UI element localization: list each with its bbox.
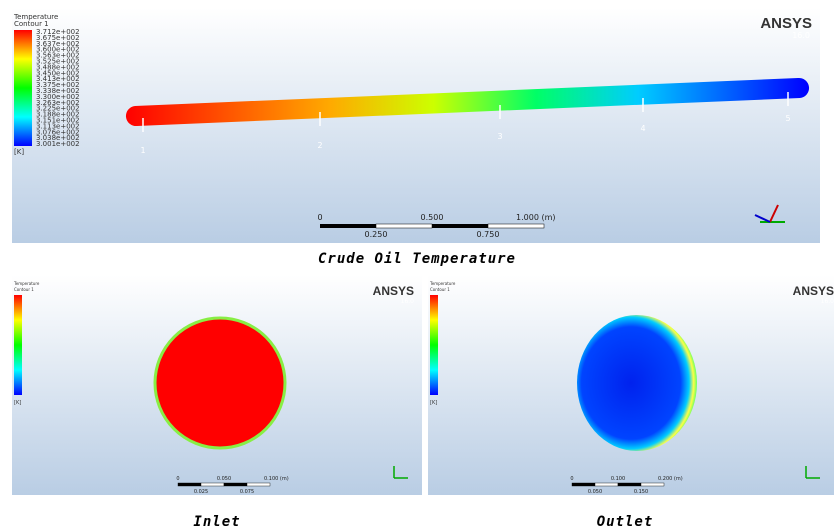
scale-label: 0.100 [611, 476, 625, 482]
scale-segment [572, 483, 595, 486]
legend-subtitle: Contour 1 [14, 287, 34, 292]
station-label: 5 [785, 114, 790, 123]
station-label: 1 [140, 146, 145, 155]
caption: Outlet [597, 514, 654, 530]
legend-unit: [K] [14, 400, 21, 406]
legend-subtitle: Contour 1 [430, 287, 450, 292]
scale-segment [641, 483, 664, 486]
caption: Crude Oil Temperature [318, 251, 516, 267]
brand: ANSYS [760, 15, 812, 32]
scale-label: 0 [176, 476, 179, 482]
scale-segment [178, 483, 201, 486]
scale-bar [320, 224, 544, 228]
legend-unit: [K] [430, 400, 437, 406]
legend-value: 3.001e+002 [36, 140, 80, 148]
scale-label: 0.050 [217, 476, 231, 482]
legend-unit: [K] [14, 148, 24, 156]
station-label: 4 [640, 124, 645, 133]
scale-segment [201, 483, 224, 486]
version: 16.0 [401, 298, 415, 305]
colorbar [430, 295, 438, 395]
scale-label: 0.150 [634, 489, 648, 495]
figure: Temperature Contour 1 3.712e+0023.675e+0… [0, 0, 834, 531]
scale-segment [224, 483, 247, 486]
scale-label: 1.000 (m) [516, 213, 555, 222]
version: 16.0 [792, 31, 810, 40]
scale-label: 0 [570, 476, 573, 482]
caption: Inlet [193, 514, 240, 530]
scale-label: 0.750 [477, 230, 500, 239]
inlet-contour [155, 318, 285, 448]
scale-label: 0.250 [365, 230, 388, 239]
brand: ANSYS [373, 284, 414, 298]
colorbar [14, 295, 22, 395]
station-label: 2 [317, 141, 322, 150]
scale-segment [595, 483, 618, 486]
legend-subtitle: Contour 1 [14, 20, 49, 28]
scale-label: 0.200 (m) [658, 476, 683, 482]
legend-title: Temperature [429, 281, 456, 286]
legend-title: Temperature [13, 281, 40, 286]
scale-label: 0.050 [588, 489, 602, 495]
scale-label: 0.025 [194, 489, 208, 495]
scale-segment [618, 483, 641, 486]
outlet-contour [577, 315, 697, 451]
scale-label: 0.100 (m) [264, 476, 289, 482]
scale-segment [247, 483, 270, 486]
scale-label: 0 [317, 213, 322, 222]
scale-label: 0.075 [240, 489, 254, 495]
scale-label: 0.500 [421, 213, 444, 222]
version: 16.0 [821, 298, 834, 305]
colorbar [14, 30, 32, 146]
station-label: 3 [497, 132, 502, 141]
brand: ANSYS [793, 284, 834, 298]
